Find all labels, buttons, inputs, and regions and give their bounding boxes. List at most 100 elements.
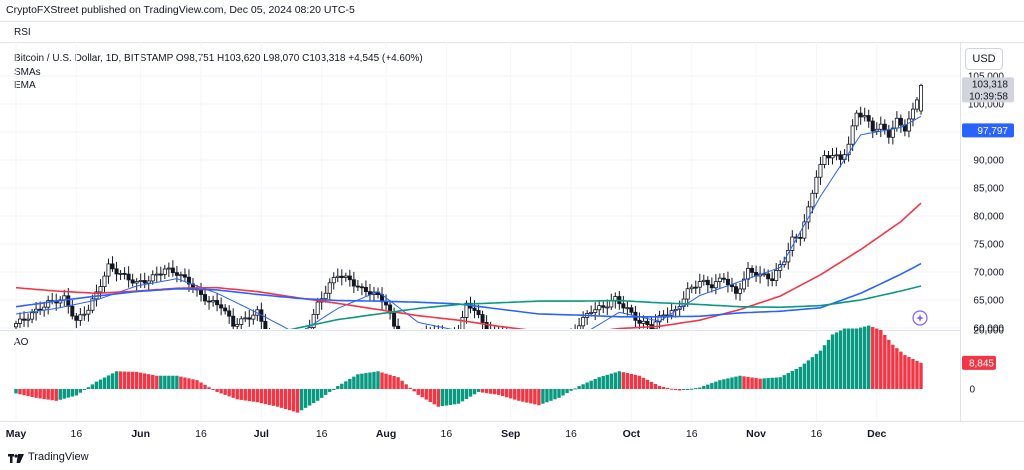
candle xyxy=(625,301,630,316)
tradingview-logo[interactable]: TradingView xyxy=(8,451,89,463)
candle xyxy=(433,325,435,329)
candle-body xyxy=(609,300,614,308)
candle xyxy=(693,280,698,294)
ao-bar xyxy=(130,371,135,389)
ao-bar xyxy=(722,379,726,389)
candle-body xyxy=(13,323,18,328)
candle-body xyxy=(637,319,642,324)
ao-bar xyxy=(311,389,316,404)
candle-body xyxy=(705,279,710,286)
ao-bar xyxy=(613,372,618,389)
ao-bar xyxy=(235,389,239,400)
pane-divider[interactable] xyxy=(0,330,960,331)
candle xyxy=(798,231,803,246)
ao-bar xyxy=(98,379,103,389)
ao-bar xyxy=(509,389,513,399)
candle-body xyxy=(18,318,23,324)
ao-bar xyxy=(895,348,899,389)
time-tick-label: Aug xyxy=(376,428,396,440)
candle xyxy=(890,120,895,145)
candle-body xyxy=(581,316,586,327)
candle-body xyxy=(355,285,360,288)
sma-line[interactable] xyxy=(15,202,922,334)
candle-body xyxy=(657,315,662,323)
candle-body xyxy=(878,123,883,130)
ao-bar xyxy=(416,389,420,395)
candle-body xyxy=(717,277,722,283)
symbol-ohlc-legend[interactable]: Bitcoin / U.S. Dollar, 1D, BITSTAMP O98,… xyxy=(14,53,423,64)
candle-body xyxy=(449,333,452,339)
ao-bar xyxy=(730,377,734,389)
ema-indicator-label[interactable]: EMA xyxy=(14,80,36,91)
candle xyxy=(223,304,228,315)
candle-body xyxy=(150,274,155,282)
ao-bar xyxy=(90,384,95,389)
candle-body xyxy=(284,344,287,347)
currency-button[interactable]: USD xyxy=(965,48,1003,70)
ao-bar xyxy=(597,377,601,389)
candle-body xyxy=(725,278,730,286)
candle-body xyxy=(110,263,115,270)
candle-body xyxy=(561,343,564,344)
ao-bar xyxy=(336,386,340,389)
candle-body xyxy=(525,346,528,350)
candle-body xyxy=(457,333,460,334)
ao-bar xyxy=(448,389,453,405)
ao-bar xyxy=(126,371,131,389)
ao-bar xyxy=(629,373,634,389)
ao-bar xyxy=(838,330,843,389)
ao-bar xyxy=(710,383,714,389)
sma-line[interactable] xyxy=(257,285,922,338)
ao-bar xyxy=(778,377,782,389)
candle xyxy=(593,302,598,321)
candle-body xyxy=(472,307,477,311)
candle-body xyxy=(272,338,275,339)
ao-bar xyxy=(400,380,404,389)
candle xyxy=(886,124,891,144)
ao-bar xyxy=(609,373,613,389)
candle xyxy=(409,334,412,351)
ao-bar xyxy=(183,377,187,389)
candle-body xyxy=(818,164,823,178)
ao-bar xyxy=(376,371,380,389)
candle xyxy=(251,309,256,325)
candle-body xyxy=(846,143,851,156)
candle-body xyxy=(327,282,332,294)
ao-bar xyxy=(657,386,662,389)
ao-bar xyxy=(875,328,879,389)
candle-body xyxy=(802,221,807,239)
candle xyxy=(162,264,167,280)
candle xyxy=(417,331,420,347)
candle xyxy=(122,267,127,280)
candle xyxy=(227,305,232,324)
rsi-indicator-label[interactable]: RSI xyxy=(14,27,31,38)
ao-bar xyxy=(517,389,521,401)
ao-bar xyxy=(287,389,292,411)
ao-indicator-label[interactable]: AO xyxy=(14,337,29,348)
candle xyxy=(709,277,714,293)
ao-bar xyxy=(114,371,119,389)
candle-body xyxy=(46,300,51,308)
candle-body xyxy=(870,120,875,132)
candle xyxy=(339,269,344,286)
candle-body xyxy=(70,305,75,317)
candle-body xyxy=(138,280,143,282)
candle-body xyxy=(203,294,208,302)
ao-bar xyxy=(62,389,66,399)
candle xyxy=(74,312,79,329)
ao-bar xyxy=(151,374,155,389)
candle xyxy=(284,340,287,350)
ao-bar xyxy=(565,389,569,394)
smas-indicator-label[interactable]: SMAs xyxy=(14,67,41,78)
sma-line[interactable] xyxy=(15,262,922,318)
ao-bar xyxy=(694,388,698,390)
ao-bar xyxy=(384,373,388,389)
candle-body xyxy=(429,335,432,336)
ao-bar xyxy=(846,328,851,389)
candle-body xyxy=(597,305,602,311)
ao-bar xyxy=(380,372,384,389)
candle-body xyxy=(292,345,295,350)
ema-line[interactable] xyxy=(15,115,922,346)
candle-body xyxy=(577,325,582,329)
